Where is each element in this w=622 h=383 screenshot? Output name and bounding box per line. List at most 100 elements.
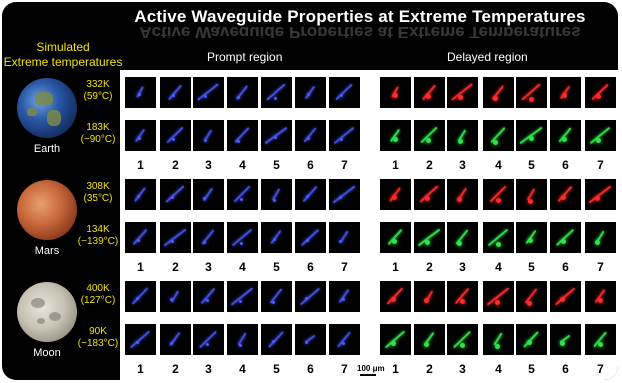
prompt-micrograph-tile — [193, 324, 224, 355]
column-number: 3 — [205, 158, 212, 172]
delayed-micrograph-tile — [414, 120, 445, 151]
delayed-micrograph-tile — [550, 120, 581, 151]
emission-spot — [528, 238, 533, 243]
waveguide-streak — [386, 287, 404, 305]
delayed-micrograph-tile — [414, 179, 445, 210]
emission-spot — [272, 301, 275, 304]
waveguide-streak — [136, 86, 144, 98]
emission-spot — [598, 298, 603, 303]
prompt-micrograph-tile — [295, 222, 326, 253]
prompt-micrograph-tile — [125, 222, 156, 253]
prompt-micrograph-tile — [261, 222, 292, 253]
delayed-micrograph-tile — [447, 222, 478, 253]
moon-crater-1 — [49, 312, 61, 321]
column-number: 4 — [495, 158, 502, 172]
waveguide-streak — [270, 229, 282, 245]
prompt-micrograph-tile — [227, 77, 258, 108]
prompt-micrograph-tile — [125, 324, 156, 355]
delayed-micrograph-tile — [550, 179, 581, 210]
delayed-micrograph-tile — [516, 324, 547, 355]
emission-spot — [527, 301, 532, 306]
waveguide-streak — [197, 83, 219, 101]
emission-spot — [274, 97, 277, 100]
waveguide-streak — [588, 185, 612, 203]
prompt-micrograph-tile — [125, 281, 156, 312]
emission-spot — [339, 196, 342, 199]
emission-spot — [342, 298, 345, 301]
emission-spot — [595, 196, 600, 201]
emission-spot — [529, 97, 534, 102]
delayed-micrograph-tile — [550, 324, 581, 355]
delayed-micrograph-tile — [447, 120, 478, 151]
emission-spot — [393, 93, 398, 98]
emission-spot — [460, 343, 465, 348]
temperature-label: 400K (127°C) — [74, 283, 122, 307]
delayed-micrograph-tile — [585, 324, 616, 355]
column-number: 4 — [239, 260, 246, 274]
emission-spot — [340, 138, 343, 141]
column-number: 5 — [528, 260, 535, 274]
prompt-micrograph-tile — [193, 77, 224, 108]
delayed-micrograph-tile — [414, 222, 445, 253]
waveguide-streak — [165, 185, 185, 203]
column-number: 7 — [597, 362, 604, 376]
earth-landmass-0 — [35, 92, 53, 106]
emission-spot — [393, 137, 398, 142]
emission-spot — [598, 342, 603, 347]
waveguide-streak — [166, 126, 184, 144]
prompt-micrograph-tile — [227, 324, 258, 355]
waveguide-streak — [168, 84, 182, 100]
delayed-micrograph-tile — [483, 324, 514, 355]
emission-spot — [237, 96, 240, 99]
emission-spot — [203, 241, 206, 244]
emission-spot — [172, 138, 175, 141]
delayed-micrograph-tile — [414, 281, 445, 312]
prompt-micrograph-tile — [227, 222, 258, 253]
emission-spot — [391, 297, 396, 302]
planet-name-earth: Earth — [33, 143, 61, 155]
waveguide-streak — [264, 126, 288, 144]
prompt-micrograph-tile — [295, 179, 326, 210]
column-number: 6 — [307, 362, 314, 376]
waveguide-streak — [338, 288, 350, 304]
delayed-micrograph-tile — [516, 222, 547, 253]
temperature-kelvin: 90K — [89, 326, 107, 337]
waveguide-streak — [333, 126, 355, 144]
prompt-micrograph-tile — [329, 222, 360, 253]
temperature-kelvin: 400K — [86, 283, 110, 294]
emission-spot — [170, 342, 173, 345]
emission-spot — [560, 341, 565, 346]
emission-spot — [272, 340, 275, 343]
earth-globe-icon — [17, 78, 77, 138]
column-number: 2 — [426, 158, 433, 172]
emission-spot — [305, 297, 308, 300]
emission-spot — [562, 93, 567, 98]
column-number: 2 — [172, 260, 179, 274]
prompt-micrograph-tile — [227, 281, 258, 312]
waveguide-streak — [299, 287, 321, 305]
temperature-label: 183K (−90°C) — [74, 122, 122, 146]
delayed-micrograph-tile — [483, 281, 514, 312]
emission-spot — [458, 139, 463, 144]
emission-spot — [496, 242, 501, 247]
prompt-micrograph-tile — [125, 179, 156, 210]
prompt-micrograph-tile — [125, 120, 156, 151]
delayed-micrograph-tile — [447, 281, 478, 312]
emission-spot — [495, 300, 500, 305]
temperature-label: 308K (35°C) — [74, 181, 122, 205]
delayed-micrograph-tile — [483, 120, 514, 151]
prompt-micrograph-tile — [193, 281, 224, 312]
column-number: 5 — [273, 260, 280, 274]
planet-name-moon: Moon — [33, 347, 61, 359]
emission-spot — [527, 340, 532, 345]
emission-spot — [424, 342, 429, 347]
prompt-micrograph-tile — [261, 77, 292, 108]
emission-spot — [458, 95, 463, 100]
prompt-micrograph-tile — [329, 324, 360, 355]
prompt-micrograph-tile — [329, 120, 360, 151]
delayed-region-label: Delayed region — [447, 50, 528, 64]
prompt-micrograph-tile — [160, 281, 191, 312]
delayed-micrograph-tile — [483, 77, 514, 108]
prompt-micrograph-tile — [295, 120, 326, 151]
emission-spot — [273, 199, 276, 202]
